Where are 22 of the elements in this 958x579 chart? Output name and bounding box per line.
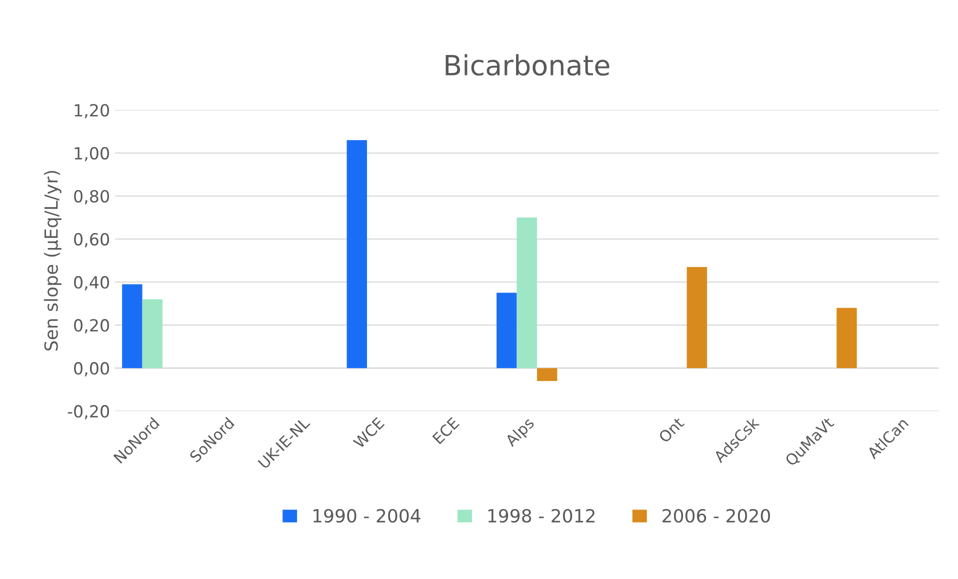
y-axis-title: Sen slope (µEq/L/yr): [44, 170, 62, 351]
legend-label: 2006 - 2020: [662, 508, 770, 523]
bar: [686, 267, 708, 368]
y-tick-label: 1,20: [74, 104, 109, 118]
y-tick-label: 1,00: [74, 146, 109, 162]
y-tick-label: 0,60: [74, 233, 109, 248]
bar: [346, 140, 367, 368]
y-tick-label: 0,00: [74, 362, 109, 376]
legend-label: 1990 - 2004: [313, 508, 420, 523]
y-tick-label: -0,20: [68, 405, 109, 420]
bar: [142, 299, 163, 368]
y-tick-label: 0,40: [74, 276, 109, 290]
bar: [836, 308, 857, 368]
bar: [122, 284, 142, 368]
bar: [496, 292, 517, 368]
y-tick-label: 0,20: [74, 319, 109, 334]
legend-label: 1998 - 2012: [488, 508, 594, 523]
x-tick-label: Ont: [658, 416, 685, 444]
chart-title: Bicarbonate: [446, 54, 610, 76]
y-tick-label: 0,80: [74, 190, 109, 204]
bar: [516, 218, 538, 368]
bar: [537, 368, 558, 381]
